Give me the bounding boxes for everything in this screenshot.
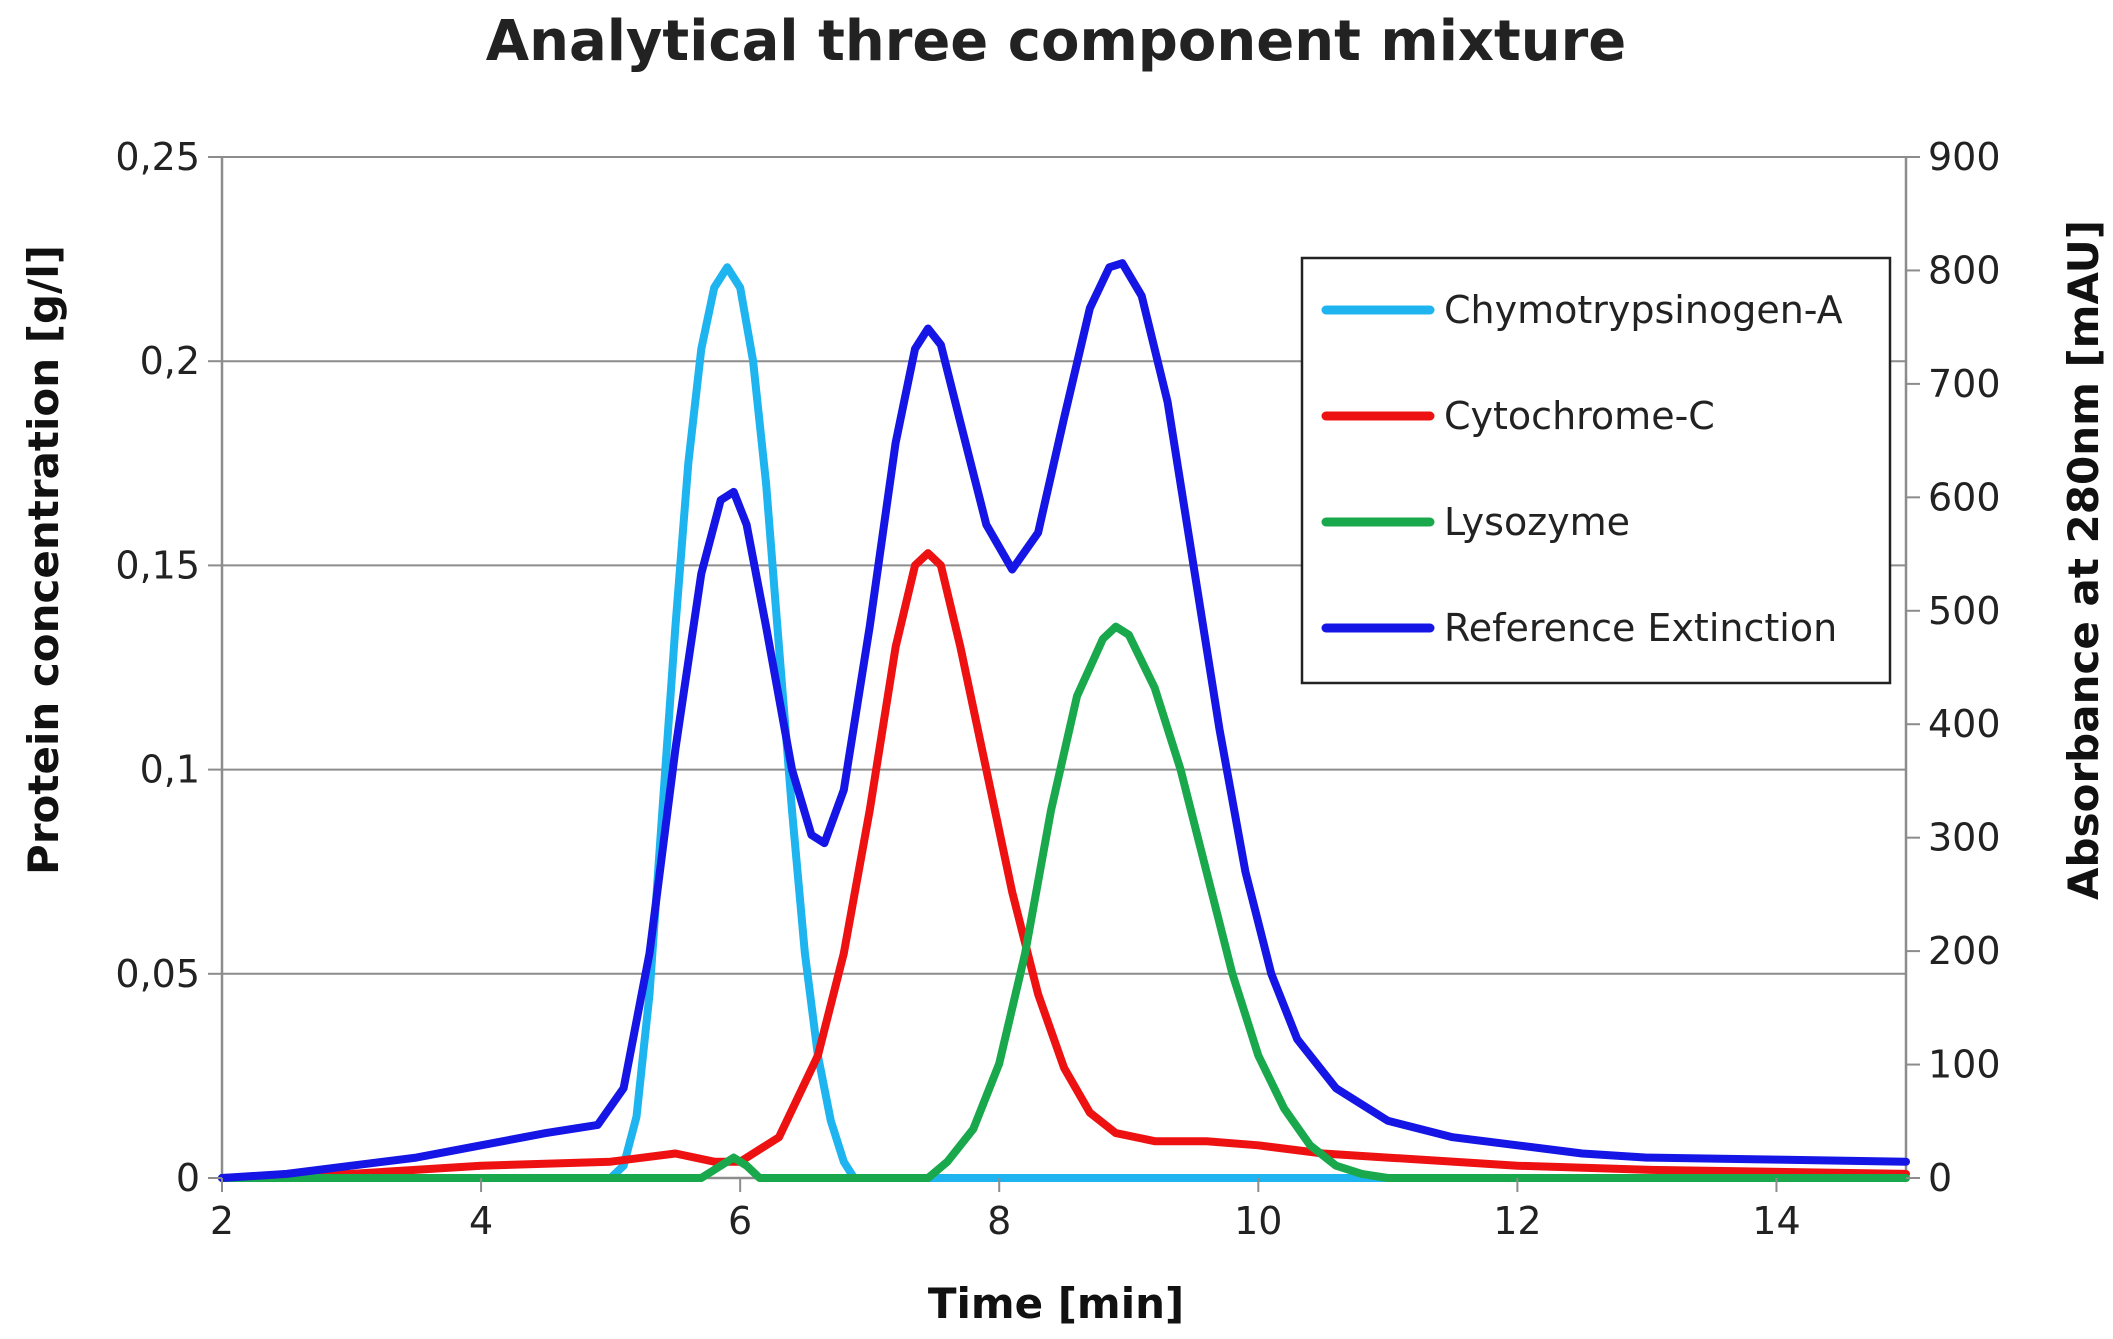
y-left-tick-label: 0,1 <box>140 748 200 792</box>
legend: Chymotrypsinogen-A Cytochrome-C Lysozyme Re… <box>1300 256 1892 685</box>
y-left-tick-label: 0 <box>176 1156 200 1200</box>
legend-label: Cytochrome-C <box>1444 394 1715 438</box>
x-tick-label: 2 <box>210 1199 234 1243</box>
x-tick-label: 12 <box>1493 1199 1541 1243</box>
y-right-tick-label: 800 <box>1928 248 2001 292</box>
x-tick-label: 6 <box>728 1199 752 1243</box>
y-right-tick-label: 700 <box>1928 362 2001 406</box>
y-right-tick-label: 600 <box>1928 475 2001 519</box>
y-left-tick-label: 0,05 <box>115 952 200 996</box>
y-right-tick-label: 300 <box>1928 816 2001 860</box>
chart-title: Analytical three component mixture <box>486 9 1627 74</box>
series-line-2 <box>218 549 1910 1182</box>
y-right-tick-label: 900 <box>1928 135 2001 179</box>
x-tick-label: 14 <box>1752 1199 1800 1243</box>
y-right-tick-label: 400 <box>1928 702 2001 746</box>
series-line-3 <box>218 622 1910 1182</box>
y-left-tick-label: 0,25 <box>115 135 200 179</box>
series-line-4 <box>218 259 1910 1182</box>
series-line-1 <box>218 263 1910 1182</box>
y-left-tick-label: 0,15 <box>115 543 200 587</box>
x-tick-label: 8 <box>987 1199 1011 1243</box>
legend-label: Reference Extinction <box>1444 606 1837 650</box>
y-right-tick-label: 0 <box>1928 1156 1952 1200</box>
x-tick-label: 10 <box>1234 1199 1282 1243</box>
legend-box <box>1300 256 1892 685</box>
y-axis-right-label: Absorbance at 280nm [mAU] <box>2059 220 2108 900</box>
legend-label: Chymotrypsinogen-A <box>1444 288 1843 332</box>
y-axis-left-label: Protein concentration [g/l] <box>19 245 68 875</box>
y-right-tick-label: 100 <box>1928 1043 2001 1087</box>
legend-label: Lysozyme <box>1444 500 1630 544</box>
series-layer <box>218 259 1910 1182</box>
x-axis-label: Time [min] <box>928 1279 1184 1328</box>
ticks: 0 0,05 0,1 0,15 0,2 0,25 0 100 200 300 400 500 600 70… <box>115 135 2000 1243</box>
y-left-tick-label: 0,2 <box>140 339 200 383</box>
x-tick-label: 4 <box>469 1199 493 1243</box>
y-right-tick-label: 500 <box>1928 589 2001 633</box>
y-right-tick-label: 200 <box>1928 929 2001 973</box>
